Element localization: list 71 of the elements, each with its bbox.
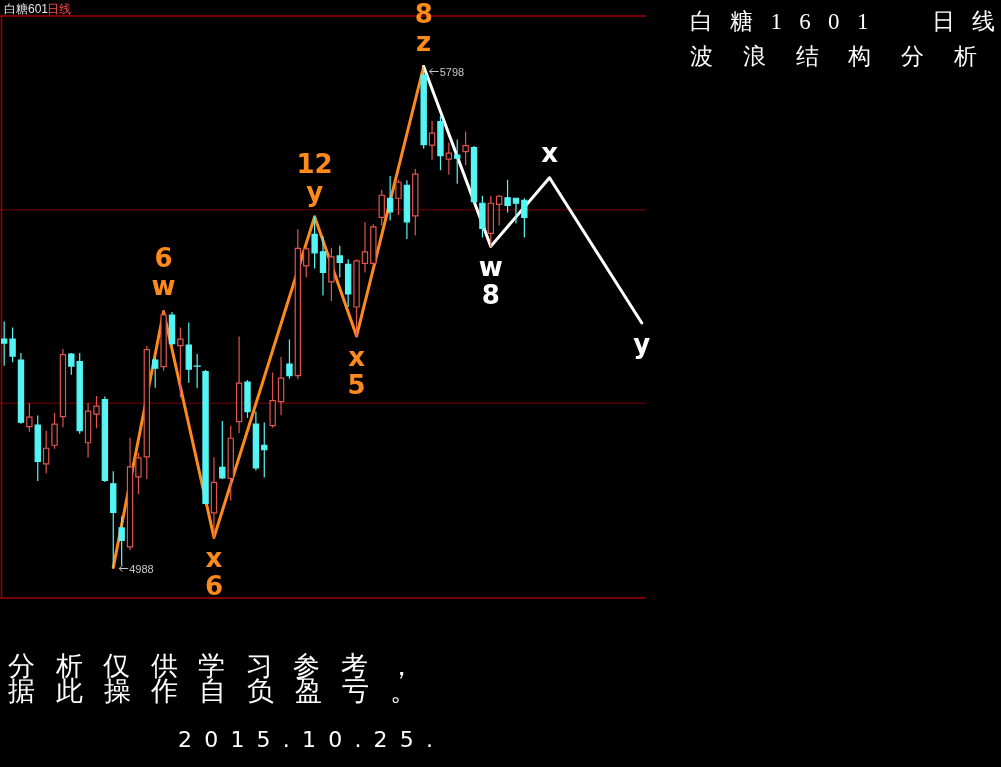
candlestick	[93, 396, 100, 429]
candlestick	[84, 403, 92, 458]
candlestick	[462, 131, 469, 166]
candlestick	[26, 403, 33, 432]
candlestick	[143, 345, 151, 479]
candlestick	[277, 356, 285, 416]
candlestick	[152, 357, 159, 388]
candlestick	[495, 194, 503, 226]
candlestick	[177, 327, 184, 398]
candlestick	[126, 437, 134, 551]
candlestick	[59, 348, 67, 428]
candlestick	[110, 471, 117, 569]
annotation: 8 z	[414, 0, 433, 57]
candlestick	[294, 229, 302, 380]
candlestick	[118, 516, 125, 566]
candlestick	[160, 310, 167, 371]
candlestick	[395, 179, 402, 215]
text: 2015.10.25.	[178, 727, 433, 752]
candlestick	[135, 452, 142, 494]
candlestick	[403, 180, 411, 239]
candlestick	[454, 139, 461, 184]
candlestick	[512, 197, 520, 224]
candlestick	[252, 411, 260, 471]
text: 白糖1601 日线	[690, 9, 995, 34]
candlestick	[336, 245, 343, 278]
candlestick	[210, 457, 218, 539]
text: 白糖601	[4, 2, 49, 16]
candlestick	[42, 430, 50, 474]
candlestick	[286, 339, 293, 379]
candlestick	[235, 336, 243, 434]
candlestick	[353, 259, 360, 337]
candlestick	[445, 142, 453, 175]
candlestick	[504, 179, 511, 213]
annotation: x 5	[347, 342, 366, 401]
candlestick	[244, 380, 251, 418]
annotation: x	[541, 137, 559, 168]
candlestick	[319, 236, 327, 296]
candlestick	[202, 370, 209, 505]
annotation: 4988	[129, 562, 154, 575]
annotation: w 8	[478, 252, 503, 311]
candlestick	[437, 116, 444, 171]
candlestick	[311, 216, 318, 269]
text: 日线	[47, 2, 71, 16]
candlestick	[521, 198, 528, 238]
candlestick	[479, 195, 486, 238]
candlestick	[168, 311, 176, 346]
candlestick	[487, 195, 494, 247]
candlestick	[9, 327, 16, 363]
candlestick	[269, 372, 276, 428]
candlestick	[370, 224, 377, 266]
annotation: y	[633, 329, 651, 360]
annotation: 6 w	[151, 243, 176, 302]
candlestick	[428, 121, 436, 160]
candlestick	[261, 422, 268, 478]
annotation: x 6	[204, 543, 223, 602]
candlestick	[227, 426, 234, 501]
candlestick	[378, 189, 385, 226]
candlestick	[34, 415, 41, 481]
annotation: 5798	[439, 65, 465, 78]
candlestick	[51, 413, 58, 449]
candlestick	[420, 65, 427, 149]
candlestick	[328, 247, 335, 302]
candlestick	[361, 222, 369, 273]
candlestick	[344, 259, 352, 308]
candlestick	[386, 176, 394, 221]
text: 波浪结构分析	[690, 44, 977, 69]
candlestick	[303, 247, 310, 278]
candlestick	[219, 421, 226, 479]
candlestick	[412, 169, 419, 236]
annotation: 12 y	[296, 148, 333, 207]
candlestick	[0, 321, 8, 366]
